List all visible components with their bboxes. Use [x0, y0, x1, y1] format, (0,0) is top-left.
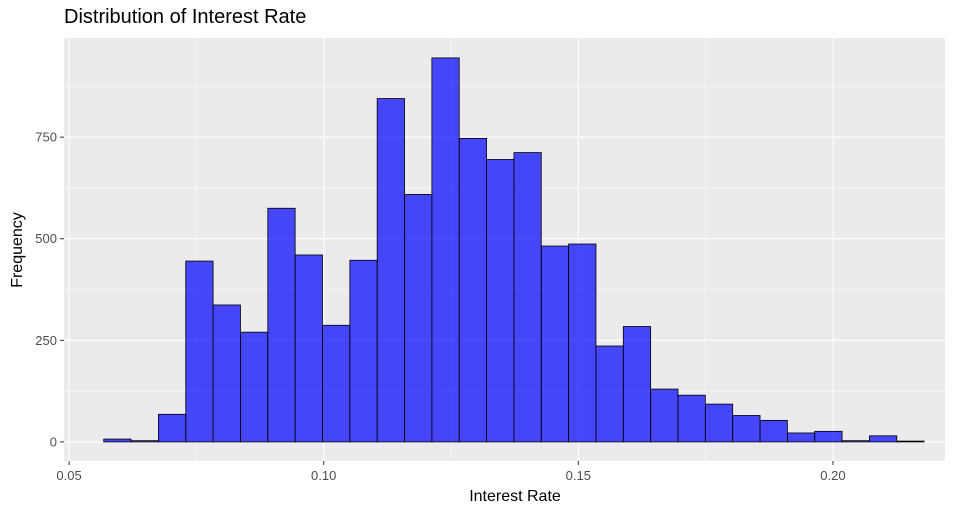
- histogram-bar: [294, 254, 323, 443]
- histogram-bars: [103, 57, 925, 443]
- x-tick-label: 0.15: [566, 468, 591, 483]
- histogram-bar: [896, 440, 925, 443]
- histogram-bar: [212, 304, 241, 443]
- histogram-bar: [704, 403, 734, 443]
- histogram-bar: [759, 419, 788, 443]
- x-axis-label: Interest Rate: [469, 488, 561, 505]
- histogram-bar: [568, 243, 597, 443]
- histogram-bar: [240, 331, 269, 443]
- histogram-bar: [431, 57, 460, 443]
- histogram-bar: [103, 438, 132, 443]
- y-axis: 0 250 500 750: [35, 130, 64, 449]
- x-tick-label: 0.20: [820, 468, 845, 483]
- histogram-bar: [267, 207, 296, 443]
- y-tick-label: 750: [35, 130, 57, 145]
- histogram-bar: [841, 440, 870, 443]
- x-tick-label: 0.05: [56, 468, 81, 483]
- histogram-bar: [513, 152, 542, 443]
- x-axis: 0.05 0.10 0.15 0.20: [56, 461, 846, 483]
- chart-title: Distribution of Interest Rate: [64, 6, 307, 28]
- x-tick-label: 0.10: [311, 468, 336, 483]
- histogram-bar: [732, 415, 761, 443]
- histogram-bar: [786, 432, 816, 443]
- histogram-bar: [185, 260, 214, 443]
- y-tick-label: 0: [50, 434, 57, 449]
- histogram-bar: [458, 137, 487, 443]
- histogram-bar: [486, 159, 515, 443]
- histogram-bar: [650, 388, 679, 443]
- histogram-bar: [322, 324, 351, 443]
- histogram-bar: [404, 194, 433, 443]
- histogram-bar: [158, 413, 187, 443]
- histogram-bar: [376, 98, 405, 443]
- histogram-bar: [349, 259, 378, 443]
- histogram-bar: [869, 435, 898, 443]
- histogram-bar: [540, 245, 570, 443]
- histogram-bar: [814, 430, 843, 443]
- histogram-bar: [130, 440, 159, 443]
- histogram-bar: [595, 345, 624, 443]
- y-tick-label: 500: [35, 231, 57, 246]
- histogram-bar: [677, 394, 706, 443]
- y-tick-label: 250: [35, 333, 57, 348]
- histogram-bar: [622, 326, 652, 443]
- y-axis-label: Frequency: [9, 212, 26, 288]
